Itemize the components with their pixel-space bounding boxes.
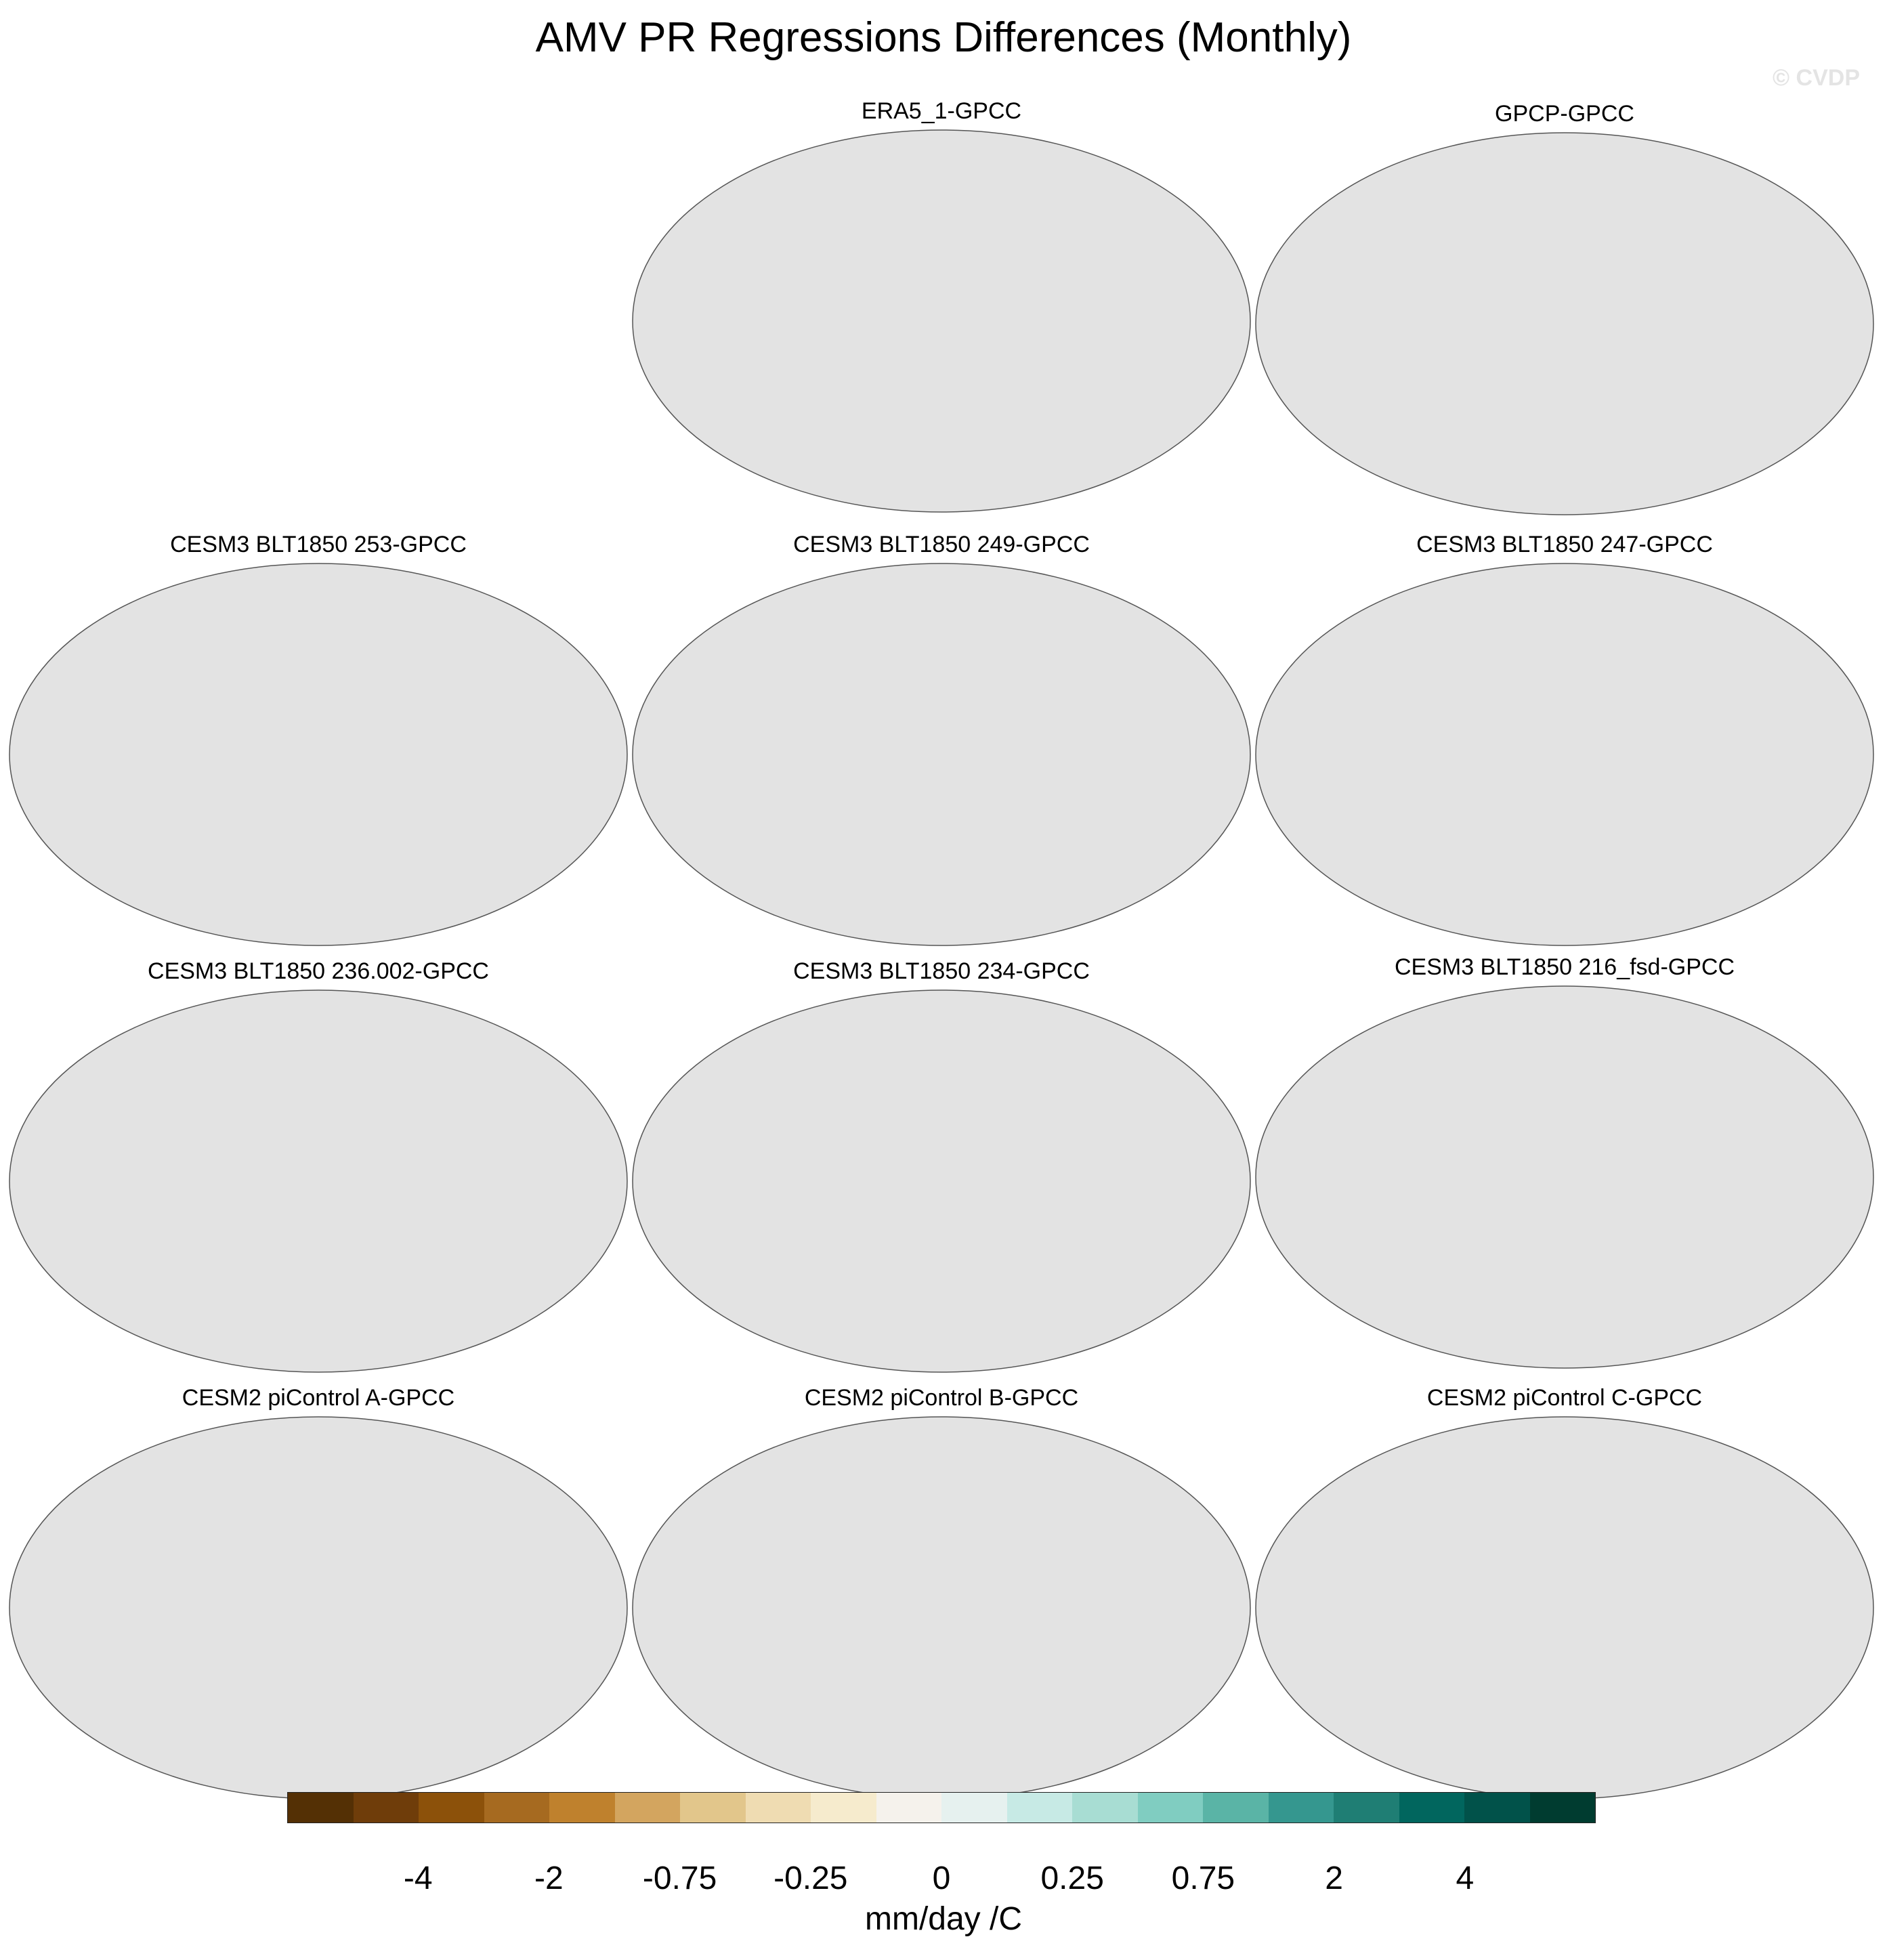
colorbar-tick-label: -0.75 [642,1860,717,1896]
map-ocean-background [1255,563,1874,946]
colorbar-swatch [1072,1793,1138,1823]
colorbar-swatch [745,1793,811,1823]
figure-title: AMV PR Regressions Differences (Monthly) [535,14,1352,61]
map-panel: CESM2 piControl A-GPCC [7,1382,630,1802]
colorbar-swatch [353,1793,419,1823]
colorbar-swatch [1399,1793,1464,1823]
panel-title: CESM3 BLT1850 249-GPCC [793,532,1090,557]
map-panel: CESM3 BLT1850 253-GPCC [7,528,630,948]
robinson-map [632,1416,1251,1799]
map-ocean-background [1255,132,1874,515]
colorbar-tick-label: 0.25 [1040,1860,1104,1896]
colorbar-swatch [1268,1793,1334,1823]
robinson-map [632,989,1251,1373]
map-panel: CESM3 BLT1850 247-GPCC [1253,528,1876,948]
colorbar-swatch [288,1793,354,1823]
robinson-map [9,989,628,1373]
robinson-map [632,563,1251,946]
colorbar-swatch [549,1793,615,1823]
colorbar-tick-label: -4 [403,1860,433,1896]
robinson-map [1255,563,1874,946]
map-panel: CESM3 BLT1850 216_fsd-GPCC [1253,951,1876,1371]
map-panel: CESM2 piControl C-GPCC [1253,1382,1876,1802]
colorbar-swatch [1137,1793,1203,1823]
colorbar-units: mm/day /C [864,1901,1023,1937]
map-ocean-background [632,129,1251,513]
colorbar-tick-label: -2 [534,1860,564,1896]
watermark: © CVDP [1773,65,1860,91]
panel-title: CESM2 piControl B-GPCC [804,1385,1079,1411]
colorbar-swatch [811,1793,876,1823]
panel-title: CESM3 BLT1850 247-GPCC [1416,532,1713,557]
robinson-map [1255,985,1874,1369]
robinson-map [632,129,1251,513]
map-panel: ERA5_1-GPCC [630,95,1253,515]
panel-title: GPCP-GPCC [1495,101,1634,127]
colorbar-tick-label: 2 [1325,1860,1343,1896]
colorbar-swatch [1334,1793,1399,1823]
colorbar-swatch [1006,1793,1072,1823]
panel-title: CESM3 BLT1850 234-GPCC [793,958,1090,984]
colorbar [287,1792,1596,1823]
map-ocean-background [9,563,628,946]
colorbar-tick-label: 0.75 [1171,1860,1235,1896]
colorbar-tick-label: 0 [932,1860,951,1896]
colorbar-tick-label: 4 [1456,1860,1475,1896]
map-ocean-background [632,563,1251,946]
map-ocean-background [632,989,1251,1373]
colorbar-tick-label: -0.25 [773,1860,848,1896]
colorbar-swatch [876,1793,941,1823]
map-ocean-background [1255,985,1874,1369]
colorbar-swatch [1464,1793,1530,1823]
map-ocean-background [632,1416,1251,1799]
robinson-map [9,563,628,946]
robinson-map [9,1416,628,1799]
panel-title: CESM2 piControl C-GPCC [1426,1385,1703,1411]
colorbar-swatch [419,1793,484,1823]
colorbar-swatch [680,1793,746,1823]
map-panel: CESM3 BLT1850 236.002-GPCC [7,955,630,1375]
panel-title: CESM2 piControl A-GPCC [182,1385,455,1411]
map-ocean-background [9,989,628,1373]
panel-title: ERA5_1-GPCC [861,98,1022,124]
map-panel: CESM3 BLT1850 249-GPCC [630,528,1253,948]
robinson-map [1255,1416,1874,1799]
panel-title: CESM3 BLT1850 253-GPCC [170,532,467,557]
colorbar-swatch [1529,1793,1595,1823]
colorbar-swatch [614,1793,680,1823]
colorbar-swatch [484,1793,549,1823]
colorbar-swatch [1203,1793,1269,1823]
map-panel: GPCP-GPCC [1253,98,1876,517]
map-ocean-background [9,1416,628,1799]
map-ocean-background [1255,1416,1874,1799]
robinson-map [1255,132,1874,515]
map-panel: CESM3 BLT1850 234-GPCC [630,955,1253,1375]
panel-title: CESM3 BLT1850 216_fsd-GPCC [1394,954,1735,980]
colorbar-swatch [941,1793,1007,1823]
panel-title: CESM3 BLT1850 236.002-GPCC [148,958,489,984]
colorbar-tick-labels: -4 -2 -0.75 -0.25 0 0.25 0.75 2 4 [287,1860,1596,1898]
map-panel: CESM2 piControl B-GPCC [630,1382,1253,1802]
